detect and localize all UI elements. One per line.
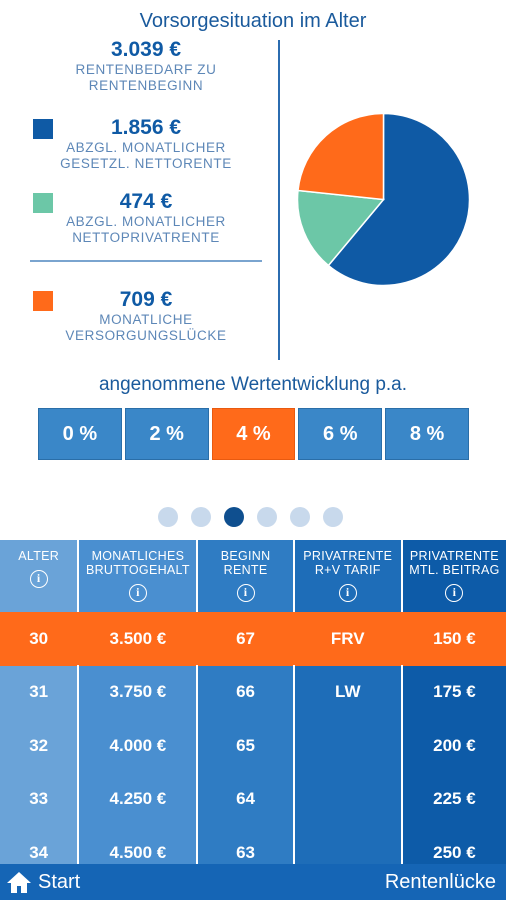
table-cell[interactable]: 30 [0,612,78,666]
column-header: BEGINN RENTE i [198,540,292,612]
column-header-label: PRIVATRENTE MTL. BEITRAG [409,549,500,577]
privat-amount: 474 € [119,190,173,213]
table-column-1: MONATLICHES BRUTTOGEHALT i 3.500 € 3.750 € 4… [79,540,197,864]
rate-button-2[interactable]: 4 % [211,408,296,460]
luecke-amount: 709 € [119,288,173,311]
info-icon[interactable]: i [128,584,147,602]
page-dot-1[interactable] [191,507,211,527]
table-cell[interactable] [295,773,401,827]
pension-table: ALTER i 30 31 32 33 34 MONATLICHES BRUTTOGEHALT… [0,540,506,864]
table-cell[interactable]: 66 [236,682,256,702]
table-cell[interactable]: 65 [236,735,256,755]
table-cell[interactable]: 3.750 € [109,682,167,702]
rate-button-4[interactable]: 8 % [385,408,469,460]
table-cell[interactable]: 250 € [433,842,476,862]
info-icon[interactable]: i [445,584,464,602]
page-title: Vorsorgesituation im Alter [139,10,367,32]
rate-button-1[interactable]: 2 % [124,408,209,460]
table-column-0: ALTER i 30 31 32 33 34 [0,540,78,864]
table-cell[interactable] [295,719,401,773]
table-cell[interactable]: FRV [294,612,401,666]
legend-swatch-gesetzlich [33,119,53,139]
table-cell[interactable]: 64 [236,789,256,809]
page-dot-0[interactable] [158,507,178,527]
info-icon[interactable]: i [338,584,357,602]
start-button[interactable]: Start [6,870,80,894]
table-cell[interactable]: 4.000 € [109,735,167,755]
page-dot-3[interactable] [257,507,277,527]
home-icon [7,872,31,893]
gesetzlich-label: ABZGL. MONATLICHER GESETZL. NETTORENTE [60,140,232,171]
column-header: PRIVATRENTE R+V TARIF i [295,540,401,612]
pie-slice-1 [296,189,385,267]
pension-pie-chart [296,112,471,287]
page-dot-2[interactable] [224,507,244,527]
table-cell[interactable]: 67 [198,612,293,666]
table-cell[interactable]: 31 [29,682,49,702]
table-cell[interactable]: 32 [29,735,49,755]
info-icon[interactable]: i [29,570,48,588]
table-cell[interactable]: 34 [29,842,49,862]
table-cell[interactable]: 63 [236,842,256,862]
column-header-label: PRIVATRENTE R+V TARIF [303,549,393,577]
column-header-label: ALTER [18,549,60,563]
rentenluecke-link[interactable]: Rentenlücke [384,870,496,893]
table-cell[interactable]: 4.500 € [109,842,167,862]
page-dot-5[interactable] [323,507,343,527]
gesetzlich-amount: 1.856 € [110,116,182,139]
growth-label: angenommene Wertentwicklung p.a. [98,374,408,395]
table-cell[interactable]: 3.500 € [79,612,197,666]
start-label: Start [38,870,81,893]
table-cell[interactable]: LW [335,682,361,702]
table-cell[interactable]: 175 € [433,682,476,702]
summary-gesetzlich: 1.856 € ABZGL. MONATLICHER GESETZL. NETT… [30,116,262,172]
rentenbedarf-amount: 3.039 € [110,38,182,61]
table-column-2: BEGINN RENTE i 67 66 65 64 63 [198,540,293,864]
privat-label: ABZGL. MONATLICHER NETTOPRIVATRENTE [66,214,226,245]
summary-rentenbedarf: 3.039 € RENTENBEDARF ZU RENTENBEGINN [30,38,262,94]
pie-slice-2 [297,112,385,201]
table-cell[interactable]: 33 [29,789,49,809]
table-cell[interactable]: 200 € [433,735,476,755]
summary-privat: 474 € ABZGL. MONATLICHER NETTOPRIVATRENT… [30,190,262,246]
rentenbedarf-label: RENTENBEDARF ZU RENTENBEGINN [75,62,217,93]
growth-rate-selector: 0 % 2 % 4 % 6 % 8 % [38,408,469,460]
table-cell[interactable]: 4.250 € [109,789,167,809]
summary-luecke: 709 € MONATLICHE VERSORGUNGSLÜCKE [30,288,262,344]
table-column-4: PRIVATRENTE MTL. BEITRAG i 150 € 175 € 200 €… [402,540,506,864]
rate-button-0[interactable]: 0 % [38,408,122,460]
column-header-label: BEGINN RENTE [220,549,271,577]
vertical-divider [278,40,280,360]
rate-button-3[interactable]: 6 % [298,408,383,460]
pie-slice-0 [327,112,471,287]
luecke-label: MONATLICHE VERSORGUNGSLÜCKE [65,312,227,343]
legend-swatch-privat [33,193,53,213]
info-icon[interactable]: i [236,584,255,602]
page-dot-4[interactable] [290,507,310,527]
column-header: MONATLICHES BRUTTOGEHALT i [79,540,196,612]
column-header: ALTER i [0,540,77,612]
bottom-bar: Start Rentenlücke [0,864,506,900]
column-header-label: MONATLICHES BRUTTOGEHALT [85,549,190,577]
legend-swatch-luecke [33,291,53,311]
table-column-3: PRIVATRENTE R+V TARIF i FRV LW [294,540,401,864]
summary-divider [30,260,262,262]
page-indicator [158,507,343,527]
table-cell[interactable]: 225 € [433,789,476,809]
column-header: PRIVATRENTE MTL. BEITRAG i [403,540,506,612]
table-cell[interactable]: 150 € [402,612,506,666]
